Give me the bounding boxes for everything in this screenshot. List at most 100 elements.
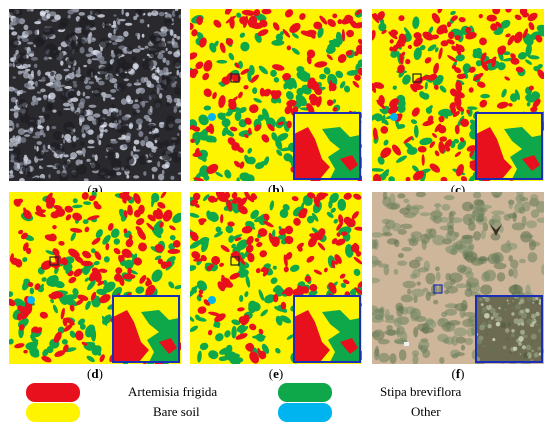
artemisia-patch: [169, 225, 176, 231]
artemisia-patch: [227, 221, 235, 227]
artemisia-patch: [466, 109, 470, 115]
raw-bright-speck: [117, 20, 121, 25]
stipa-patch: [50, 299, 54, 304]
raw-bright-speck: [31, 70, 34, 77]
stipa-patch: [190, 212, 200, 218]
raw-dark-speck: [57, 110, 63, 116]
artemisia-patch: [225, 38, 234, 46]
raw-bright-speck: [134, 63, 138, 71]
artemisia-patch: [490, 23, 498, 31]
raw-bright-speck: [149, 105, 153, 113]
stipa-patch: [289, 264, 300, 272]
photo-vegetation-clump: [411, 288, 425, 298]
stipa-patch: [135, 286, 145, 294]
raw-bright-speck: [146, 80, 152, 88]
artemisia-patch: [60, 307, 65, 320]
stipa-patch: [395, 155, 407, 163]
photo-vegetation-clump: [512, 211, 517, 223]
artemisia-patch: [99, 354, 105, 363]
artemisia-patch: [207, 329, 213, 336]
raw-bright-speck: [171, 10, 176, 17]
artemisia-patch: [94, 251, 102, 261]
artemisia-patch: [219, 262, 225, 267]
stipa-patch: [201, 156, 207, 162]
artemisia-patch: [405, 58, 411, 65]
artemisia-patch: [245, 343, 253, 351]
inset-photo-texture: [520, 322, 525, 326]
stipa-patch: [480, 93, 491, 99]
inset-photo-texture: [492, 338, 496, 342]
artemisia-patch: [388, 31, 398, 40]
raw-dark-speck: [50, 71, 55, 76]
artemisia-patch: [220, 281, 228, 289]
zoom-marker-box: [49, 256, 59, 266]
photo-vegetation-clump: [407, 288, 412, 295]
inset-photo-texture: [483, 344, 486, 348]
inset-photo-texture: [479, 324, 485, 331]
artemisia-patch: [54, 350, 66, 358]
raw-bright-speck: [63, 68, 70, 72]
artemisia-patch: [439, 115, 445, 122]
raw-bright-speck: [72, 81, 77, 84]
artemisia-patch: [14, 258, 23, 268]
zoom-marker-box: [412, 73, 422, 83]
stipa-patch: [250, 209, 259, 220]
photo-vegetation-clump: [396, 327, 401, 338]
artemisia-patch: [244, 117, 252, 125]
panel-f-aerial-photo: [372, 192, 544, 364]
raw-dark-speck: [86, 20, 96, 29]
stipa-patch: [253, 97, 262, 103]
artemisia-patch: [133, 257, 142, 266]
raw-bright-speck: [118, 119, 122, 125]
raw-dark-speck: [114, 48, 123, 57]
artemisia-patch: [65, 317, 75, 326]
artemisia-patch: [190, 22, 194, 30]
photo-vegetation-clump: [443, 195, 455, 201]
photo-vegetation-clump: [480, 284, 493, 295]
artemisia-patch: [81, 192, 89, 200]
photo-vegetation-clump: [415, 192, 426, 198]
raw-dark-speck: [107, 151, 117, 161]
artemisia-patch: [146, 277, 152, 285]
artemisia-patch: [468, 66, 476, 73]
artemisia-patch: [264, 88, 272, 95]
artemisia-patch: [203, 60, 213, 72]
raw-bright-speck: [165, 94, 172, 100]
photo-vegetation-clump: [412, 354, 419, 364]
photo-vegetation-clump: [449, 217, 463, 224]
artemisia-patch: [448, 31, 455, 40]
raw-bright-speck: [121, 167, 125, 171]
artemisia-patch: [64, 205, 73, 213]
photo-vegetation-clump: [439, 216, 449, 223]
inset-photo-texture: [533, 352, 540, 358]
raw-bright-speck: [116, 35, 123, 38]
raw-bright-speck: [160, 50, 166, 54]
raw-bright-speck: [11, 31, 18, 36]
stipa-patch: [419, 137, 433, 146]
artemisia-patch: [227, 281, 233, 287]
photo-vegetation-clump: [439, 357, 445, 364]
raw-dark-speck: [76, 163, 87, 175]
raw-bright-speck: [42, 144, 46, 151]
artemisia-patch: [93, 200, 99, 207]
artemisia-patch: [342, 279, 350, 285]
raw-dark-speck: [79, 141, 85, 147]
stipa-patch: [263, 156, 270, 166]
legend-swatch-bare-soil: [26, 403, 80, 422]
zoom-inset: [293, 112, 361, 180]
artemisia-patch: [267, 123, 275, 132]
artemisia-patch: [87, 215, 100, 221]
raw-bright-speck: [81, 147, 86, 155]
artemisia-patch: [528, 85, 534, 91]
inset-photo-texture: [530, 333, 537, 340]
raw-bright-speck: [54, 84, 62, 92]
stipa-patch: [275, 33, 284, 42]
artemisia-patch: [286, 45, 292, 51]
artemisia-patch: [332, 107, 338, 112]
artemisia-patch: [272, 22, 280, 31]
stipa-patch: [525, 43, 532, 57]
artemisia-patch: [346, 29, 354, 38]
stipa-patch: [228, 235, 235, 243]
raw-bright-speck: [64, 85, 72, 89]
raw-bright-speck: [24, 134, 31, 137]
